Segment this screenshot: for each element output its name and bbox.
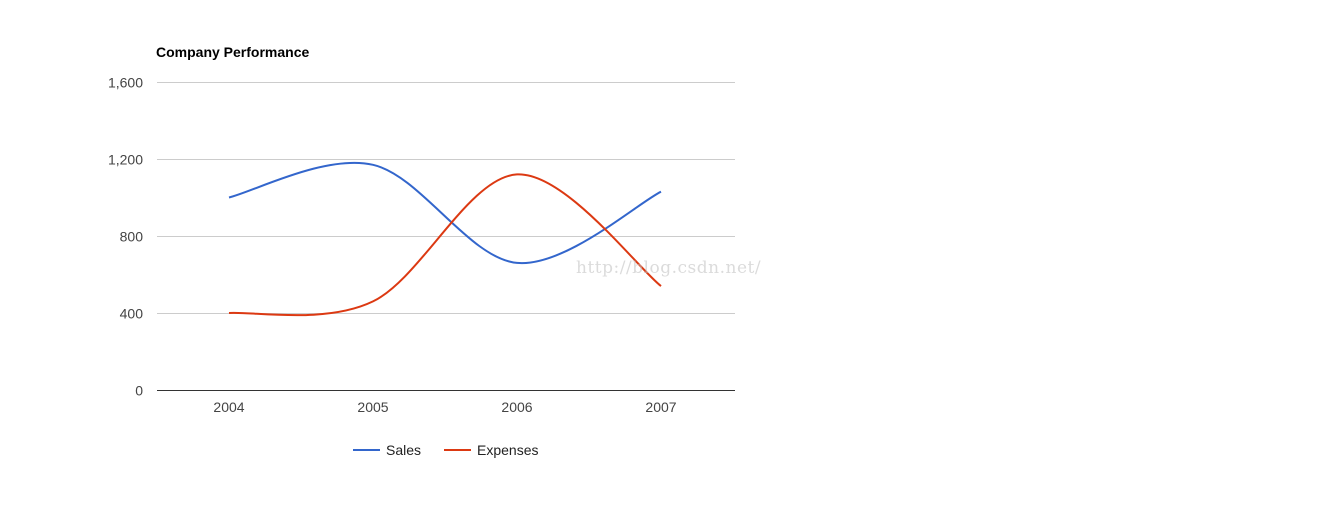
x-axis-ticks: 2004 2005 2006 2007 [213,399,676,415]
series-lines [228,161,662,317]
x-tick-label: 2007 [645,399,676,415]
y-tick-label: 800 [120,229,144,245]
legend: Sales Expenses [353,442,538,458]
y-tick-label: 1,200 [108,152,143,168]
y-tick-label: 400 [120,306,144,322]
x-tick-label: 2004 [213,399,244,415]
y-axis-ticks: 0 400 800 1,200 1,600 [108,75,143,399]
y-tick-label: 1,600 [108,75,143,91]
y-tick-label: 0 [135,383,143,399]
series-line-expenses [228,173,662,317]
series-line-sales [228,161,662,264]
legend-label-sales: Sales [386,442,421,458]
chart-title: Company Performance [156,44,309,60]
x-tick-label: 2005 [357,399,388,415]
legend-label-expenses: Expenses [477,442,538,458]
x-tick-label: 2006 [501,399,532,415]
watermark: http://blog.csdn.net/ [576,258,762,278]
gridlines [157,82,735,391]
